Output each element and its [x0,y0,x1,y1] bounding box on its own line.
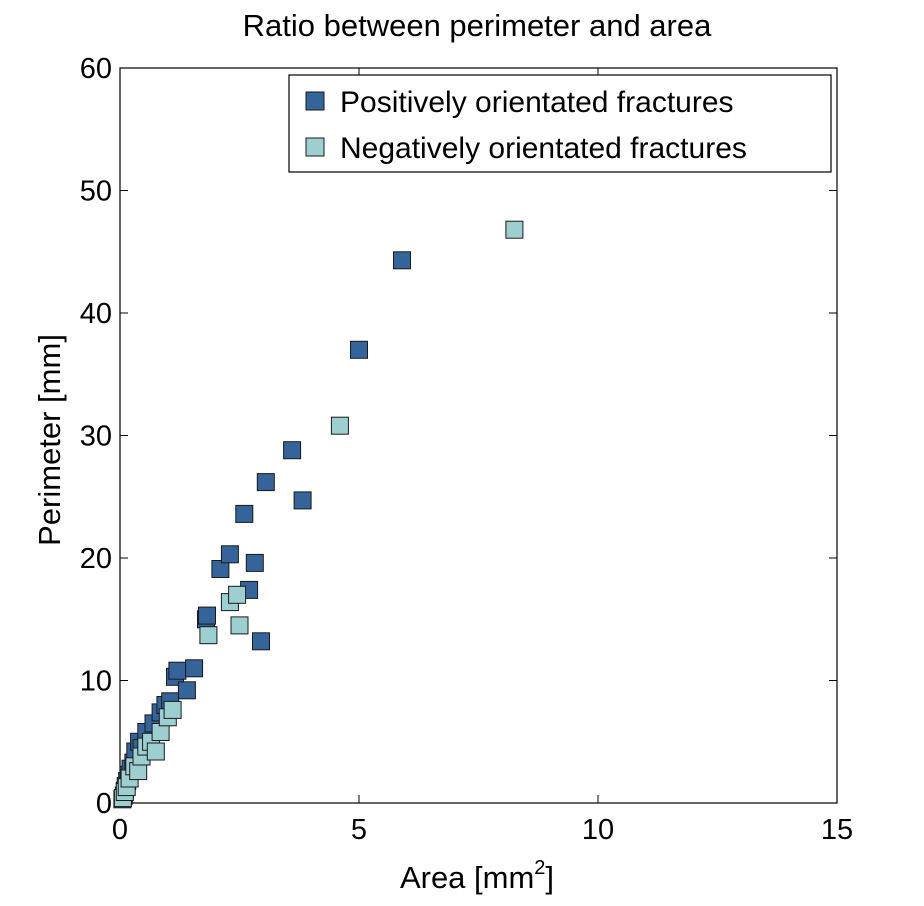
data-point [293,491,312,510]
legend-marker-positive [305,91,325,111]
data-point [245,553,264,572]
data-point [163,700,182,719]
data-point [330,416,349,435]
y-axis-label: Perimeter [mm] [32,334,67,546]
legend: Positively orientated fractures Negative… [288,74,832,173]
series-negative [113,220,524,808]
data-point [177,681,196,700]
data-point [505,220,524,239]
plot-area [119,67,838,804]
data-point [235,504,254,523]
x-axis-label-close: ] [545,860,554,895]
data-point [350,340,368,359]
x-tick-label: 15 [821,814,853,846]
legend-label-negative: Negatively orientated fractures [340,132,747,165]
y-tick-label: 60 [80,53,112,85]
data-point [211,560,230,578]
x-axis-label-superscript: 2 [534,857,545,879]
data-point [228,585,247,604]
x-tick-label: 10 [582,814,614,846]
data-point [230,616,249,635]
data-point [185,659,204,678]
y-tick-label: 20 [80,543,112,575]
y-tick-labels: 0 10 20 30 40 50 60 [80,53,112,820]
data-point [283,441,302,460]
data-points [113,220,524,809]
chart-title: Ratio between perimeter and area [243,8,712,43]
x-axis-label-base: Area [mm [400,860,534,895]
y-tick-label: 10 [80,666,112,698]
data-point [198,606,216,625]
legend-marker-negative [305,137,325,157]
x-axis-label: Area [mm2] [400,857,554,895]
data-point [393,251,411,270]
data-point [220,545,239,564]
data-point [168,661,187,680]
y-tick-label: 50 [80,176,112,208]
x-tick-label: 5 [351,814,367,846]
data-point [146,742,165,761]
data-point [252,632,270,651]
x-tick-labels: 0 5 10 15 [112,814,853,846]
x-tick-label: 0 [112,814,128,846]
y-tick-label: 0 [96,788,112,820]
data-point [256,473,275,492]
data-point [199,626,218,645]
y-tick-label: 30 [80,421,112,453]
legend-box [288,74,832,173]
axis-ticks [119,67,838,804]
y-tick-label: 40 [80,298,112,330]
legend-label-positive: Positively orientated fractures [340,86,734,119]
